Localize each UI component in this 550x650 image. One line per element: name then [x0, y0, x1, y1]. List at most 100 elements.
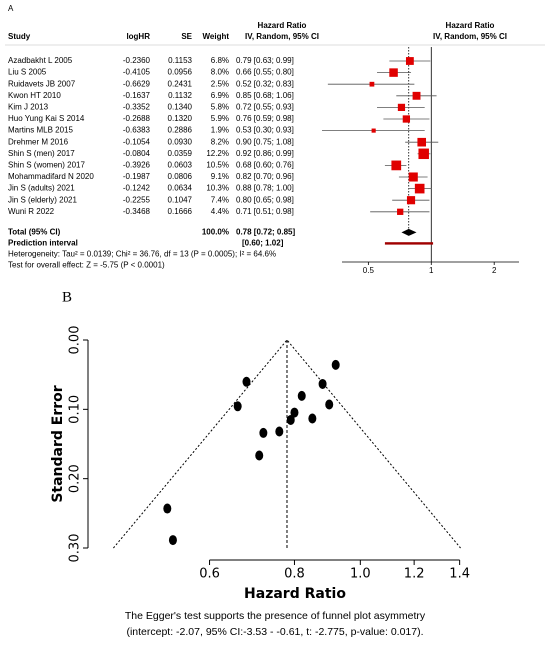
point — [318, 378, 327, 389]
loghr: -0.6383 — [123, 126, 151, 135]
loghr: -0.1054 — [123, 137, 151, 146]
hr-square — [371, 128, 376, 133]
prediction-ci: [0.60; 1.02] — [242, 239, 284, 248]
y-tick-label: 0.00 — [68, 326, 83, 355]
weight: 10.5% — [206, 161, 229, 170]
forest-plot: A Study logHR SE Weight Hazard Ratio IV,… — [5, 4, 545, 275]
weight: 1.9% — [211, 126, 229, 135]
x-tick-label: 0.6 — [199, 567, 220, 582]
hr-label: 0.79 [0.63; 0.99] — [236, 56, 294, 65]
hr-label: 0.92 [0.86; 0.99] — [236, 149, 294, 158]
se: 0.0634 — [168, 184, 193, 193]
column-header: logHR — [126, 32, 150, 41]
loghr: -0.2255 — [123, 195, 151, 204]
hr-label: 0.68 [0.60; 0.76] — [236, 161, 294, 170]
hr-label: 0.66 [0.55; 0.80] — [236, 68, 294, 77]
x-tick-label: 0.8 — [284, 567, 305, 582]
study-label: Jin S (elderly) 2021 — [8, 195, 77, 204]
se: 0.1340 — [168, 103, 193, 112]
column-header: Weight — [202, 32, 229, 41]
se: 0.2431 — [168, 79, 193, 88]
loghr: -0.3352 — [123, 103, 151, 112]
x-tick-label: 1.4 — [449, 567, 470, 582]
study-label: Liu S 2005 — [8, 68, 47, 77]
hr-square — [405, 57, 414, 65]
hr-label: 0.76 [0.59; 0.98] — [236, 114, 294, 123]
study-label: Shin S (men) 2017 — [8, 149, 75, 158]
se: 0.1666 — [168, 207, 193, 216]
hr-square — [406, 196, 416, 205]
weight: 8.0% — [211, 68, 229, 77]
funnel-plot: B 0.00 0.10 0.20 0.30 0.6 0.8 1.0 1.2 1.4 Hazard … — [50, 289, 470, 637]
hr-label: 0.53 [0.30; 0.93] — [236, 126, 294, 135]
total-hr: 0.78 [0.72; 0.85] — [236, 228, 295, 237]
study-label: Jin S (adults) 2021 — [8, 184, 75, 193]
study-label: Wuni R 2022 — [8, 207, 55, 216]
x-tick-label: 1.2 — [404, 567, 425, 582]
study-label: Kwon HT 2010 — [8, 91, 61, 100]
point — [259, 427, 268, 438]
weight: 2.5% — [211, 79, 229, 88]
hr-label: 0.52 [0.32; 0.83] — [236, 79, 294, 88]
point — [325, 399, 334, 410]
heterogeneity: Heterogeneity: Tau² = 0.0139; Chi² = 36.… — [8, 250, 276, 259]
study-label: Shin S (women) 2017 — [8, 161, 85, 170]
weight: 12.2% — [206, 149, 229, 158]
weight: 5.9% — [211, 114, 229, 123]
panel-label: A — [8, 4, 14, 13]
weight: 8.2% — [211, 137, 229, 146]
study-label: Ruidavets JB 2007 — [8, 79, 76, 88]
y-tick-label: 0.20 — [68, 464, 83, 493]
point — [168, 535, 177, 546]
hr-square — [418, 148, 429, 160]
column-header: IV, Random, 95% CI — [245, 32, 319, 41]
hr-square — [414, 183, 425, 194]
se: 0.1047 — [168, 195, 193, 204]
caption: The Egger's test supports the presence o… — [125, 610, 426, 622]
x-tick-label: 2 — [492, 266, 497, 275]
study-label: Drehmer M 2016 — [8, 137, 69, 146]
point — [331, 359, 340, 370]
hr-square — [402, 115, 411, 123]
loghr: -0.0804 — [123, 149, 151, 158]
weight: 6.9% — [211, 91, 229, 100]
se: 0.0930 — [168, 137, 193, 146]
loghr: -0.1987 — [123, 172, 151, 181]
column-header: SE — [181, 32, 192, 41]
loghr: -0.6629 — [123, 79, 151, 88]
hr-square — [397, 103, 406, 112]
loghr: -0.1242 — [123, 184, 151, 193]
x-tick-label: 1 — [429, 266, 434, 275]
x-tick-label: 1.0 — [350, 567, 371, 582]
se: 0.0603 — [168, 161, 193, 170]
study-label: Mohammadifard N 2020 — [8, 172, 94, 181]
weight: 5.8% — [211, 103, 229, 112]
se: 0.2886 — [168, 126, 193, 135]
point — [297, 390, 306, 401]
weight: 7.4% — [211, 195, 229, 204]
weight: 10.3% — [206, 184, 229, 193]
study-label: Martins MLB 2015 — [8, 126, 73, 135]
hr-label: 0.72 [0.55; 0.93] — [236, 103, 294, 112]
point — [255, 450, 264, 461]
study-label: Huo Yung Kai S 2014 — [8, 114, 85, 123]
weight: 9.1% — [211, 172, 229, 181]
hr-square — [408, 172, 418, 182]
loghr: -0.1637 — [123, 91, 151, 100]
hr-square — [369, 81, 375, 87]
point — [308, 413, 317, 424]
hr-label: 0.71 [0.51; 0.98] — [236, 207, 294, 216]
overall-test: Test for overall effect: Z = -5.75 (P < … — [8, 261, 165, 270]
se: 0.0806 — [168, 172, 193, 181]
hr-square — [391, 160, 402, 171]
column-header: Hazard Ratio — [258, 21, 307, 30]
hr-square — [417, 137, 427, 147]
y-axis-label: Standard Error — [50, 385, 66, 502]
panel-label: B — [62, 289, 72, 305]
loghr: -0.2688 — [123, 114, 151, 123]
study-label: Azadbakht L 2005 — [8, 56, 73, 65]
se: 0.1320 — [168, 114, 193, 123]
point — [233, 401, 242, 412]
hr-label: 0.85 [0.68; 1.06] — [236, 91, 294, 100]
